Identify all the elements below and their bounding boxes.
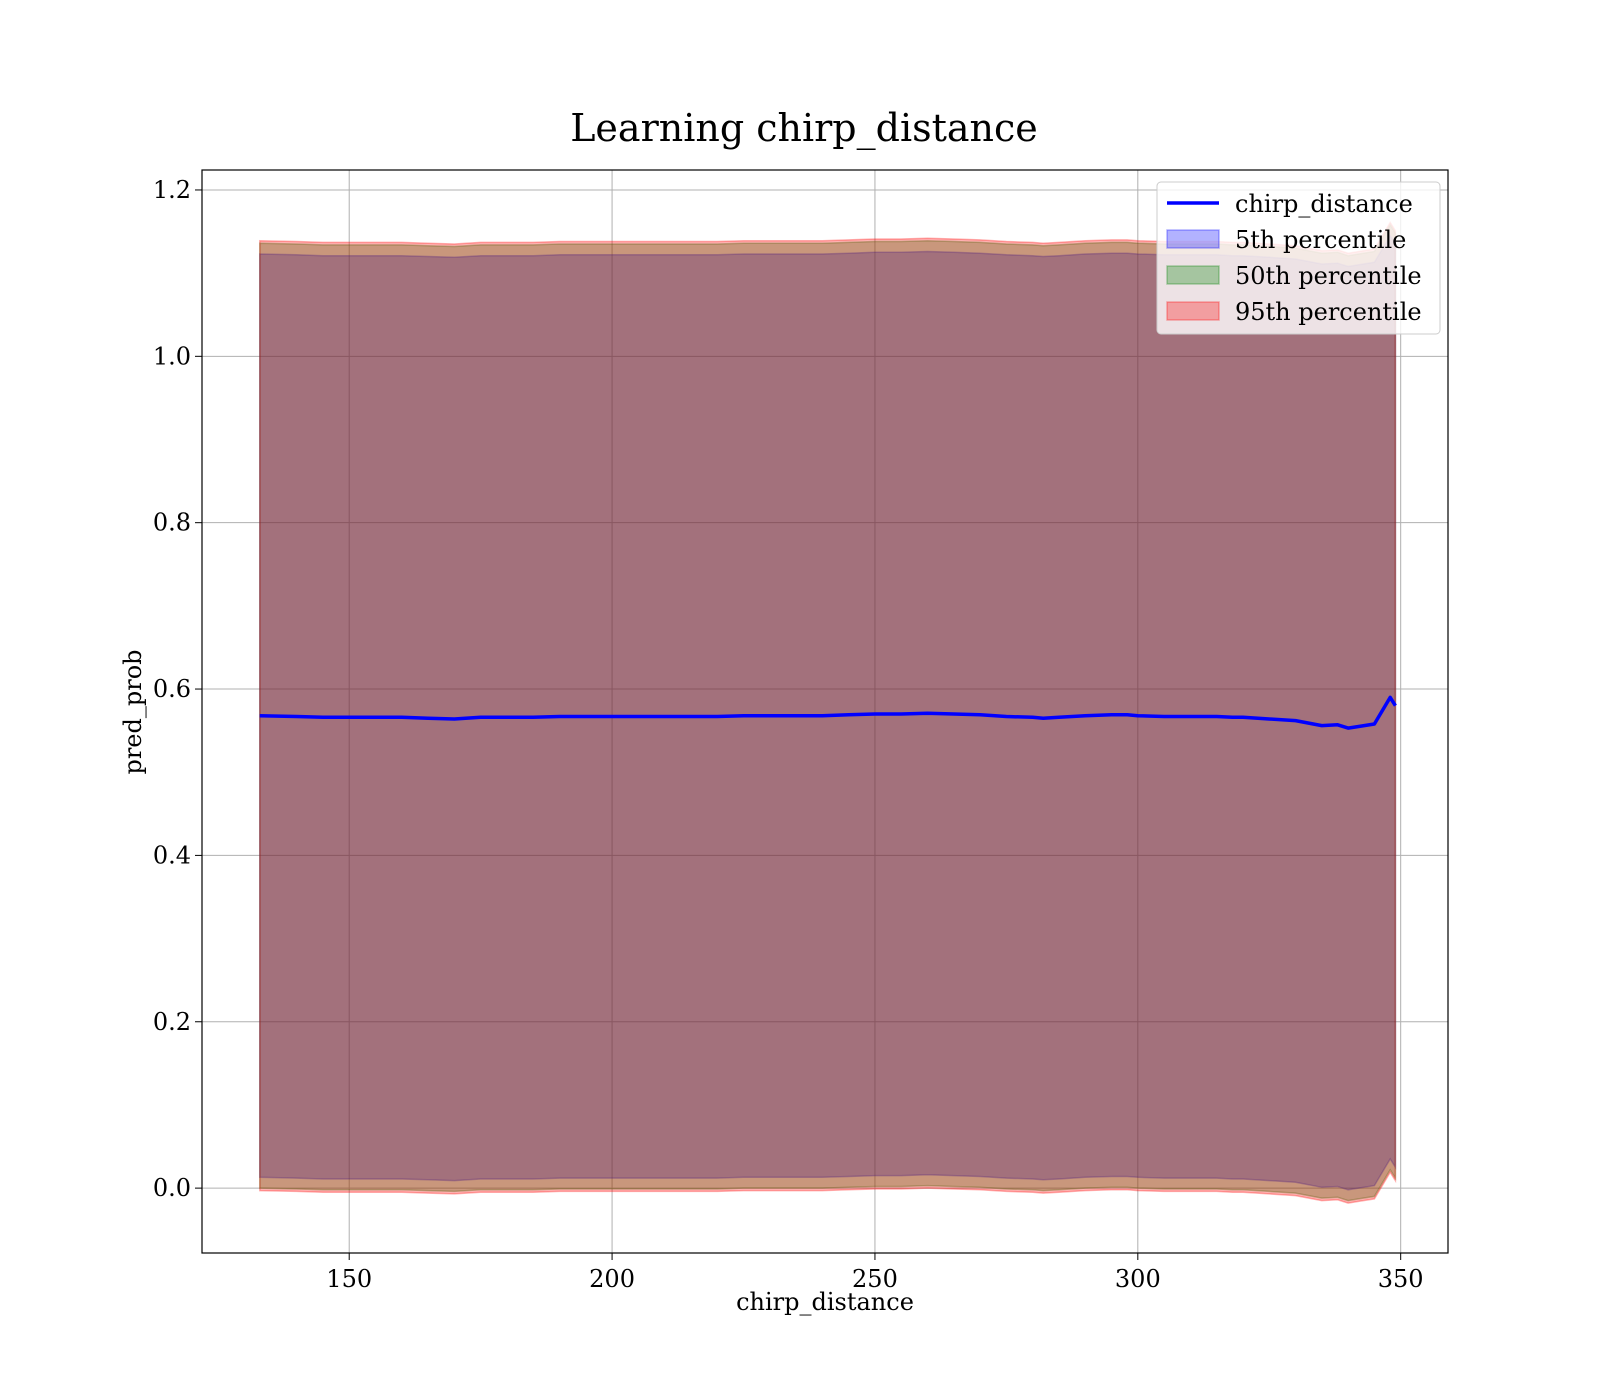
legend-swatch-95th-percentile bbox=[1166, 301, 1220, 321]
x-tick-label: 250 bbox=[852, 1265, 898, 1293]
legend-label-5th-percentile: 5th percentile bbox=[1235, 226, 1406, 254]
legend-box bbox=[1156, 181, 1441, 335]
y-tick-label: 0.0 bbox=[153, 1174, 191, 1202]
x-tick-label: 300 bbox=[1115, 1265, 1161, 1293]
legend-label-50th-percentile: 50th percentile bbox=[1235, 262, 1422, 290]
band-50th-percentile bbox=[259, 223, 1397, 1202]
x-tick-label: 200 bbox=[589, 1265, 635, 1293]
chart-title: Learning chirp_distance bbox=[570, 106, 1038, 151]
legend-label-chirp_distance: chirp_distance bbox=[1235, 190, 1413, 218]
x-tick-label: 150 bbox=[326, 1265, 372, 1293]
legend-swatch-5th-percentile bbox=[1166, 229, 1220, 249]
y-tick-label: 1.2 bbox=[153, 176, 191, 204]
x-tick-label: 350 bbox=[1378, 1265, 1424, 1293]
y-axis-label: pred_prob bbox=[119, 649, 147, 774]
grid bbox=[202, 170, 1448, 1253]
plot-frame bbox=[201, 169, 1449, 1254]
plot-area bbox=[201, 169, 1449, 1254]
plot-background bbox=[202, 170, 1448, 1253]
y-tick-label: 0.2 bbox=[153, 1008, 191, 1036]
legend-swatch-50th-percentile bbox=[1166, 265, 1220, 285]
y-tick-label: 0.6 bbox=[153, 675, 191, 703]
x-axis: 150 200 250 300 350 bbox=[326, 1253, 1424, 1293]
legend-label-95th-percentile: 95th percentile bbox=[1235, 298, 1422, 326]
line-chirp_distance bbox=[259, 695, 1397, 730]
band-95th-percentile bbox=[259, 220, 1397, 1204]
percentile-bands bbox=[259, 220, 1397, 1204]
band-5th-percentile bbox=[259, 234, 1397, 1191]
x-axis-label: chirp_distance bbox=[736, 1288, 914, 1316]
series-lines bbox=[259, 695, 1397, 730]
y-tick-label: 0.4 bbox=[153, 841, 191, 869]
y-axis: 0.0 0.2 0.4 0.6 0.8 1.0 1.2 bbox=[153, 176, 202, 1202]
legend: chirp_distance 5th percentile 50th percent… bbox=[1156, 181, 1441, 335]
y-tick-label: 1.0 bbox=[153, 342, 191, 370]
y-tick-label: 0.8 bbox=[153, 509, 191, 537]
